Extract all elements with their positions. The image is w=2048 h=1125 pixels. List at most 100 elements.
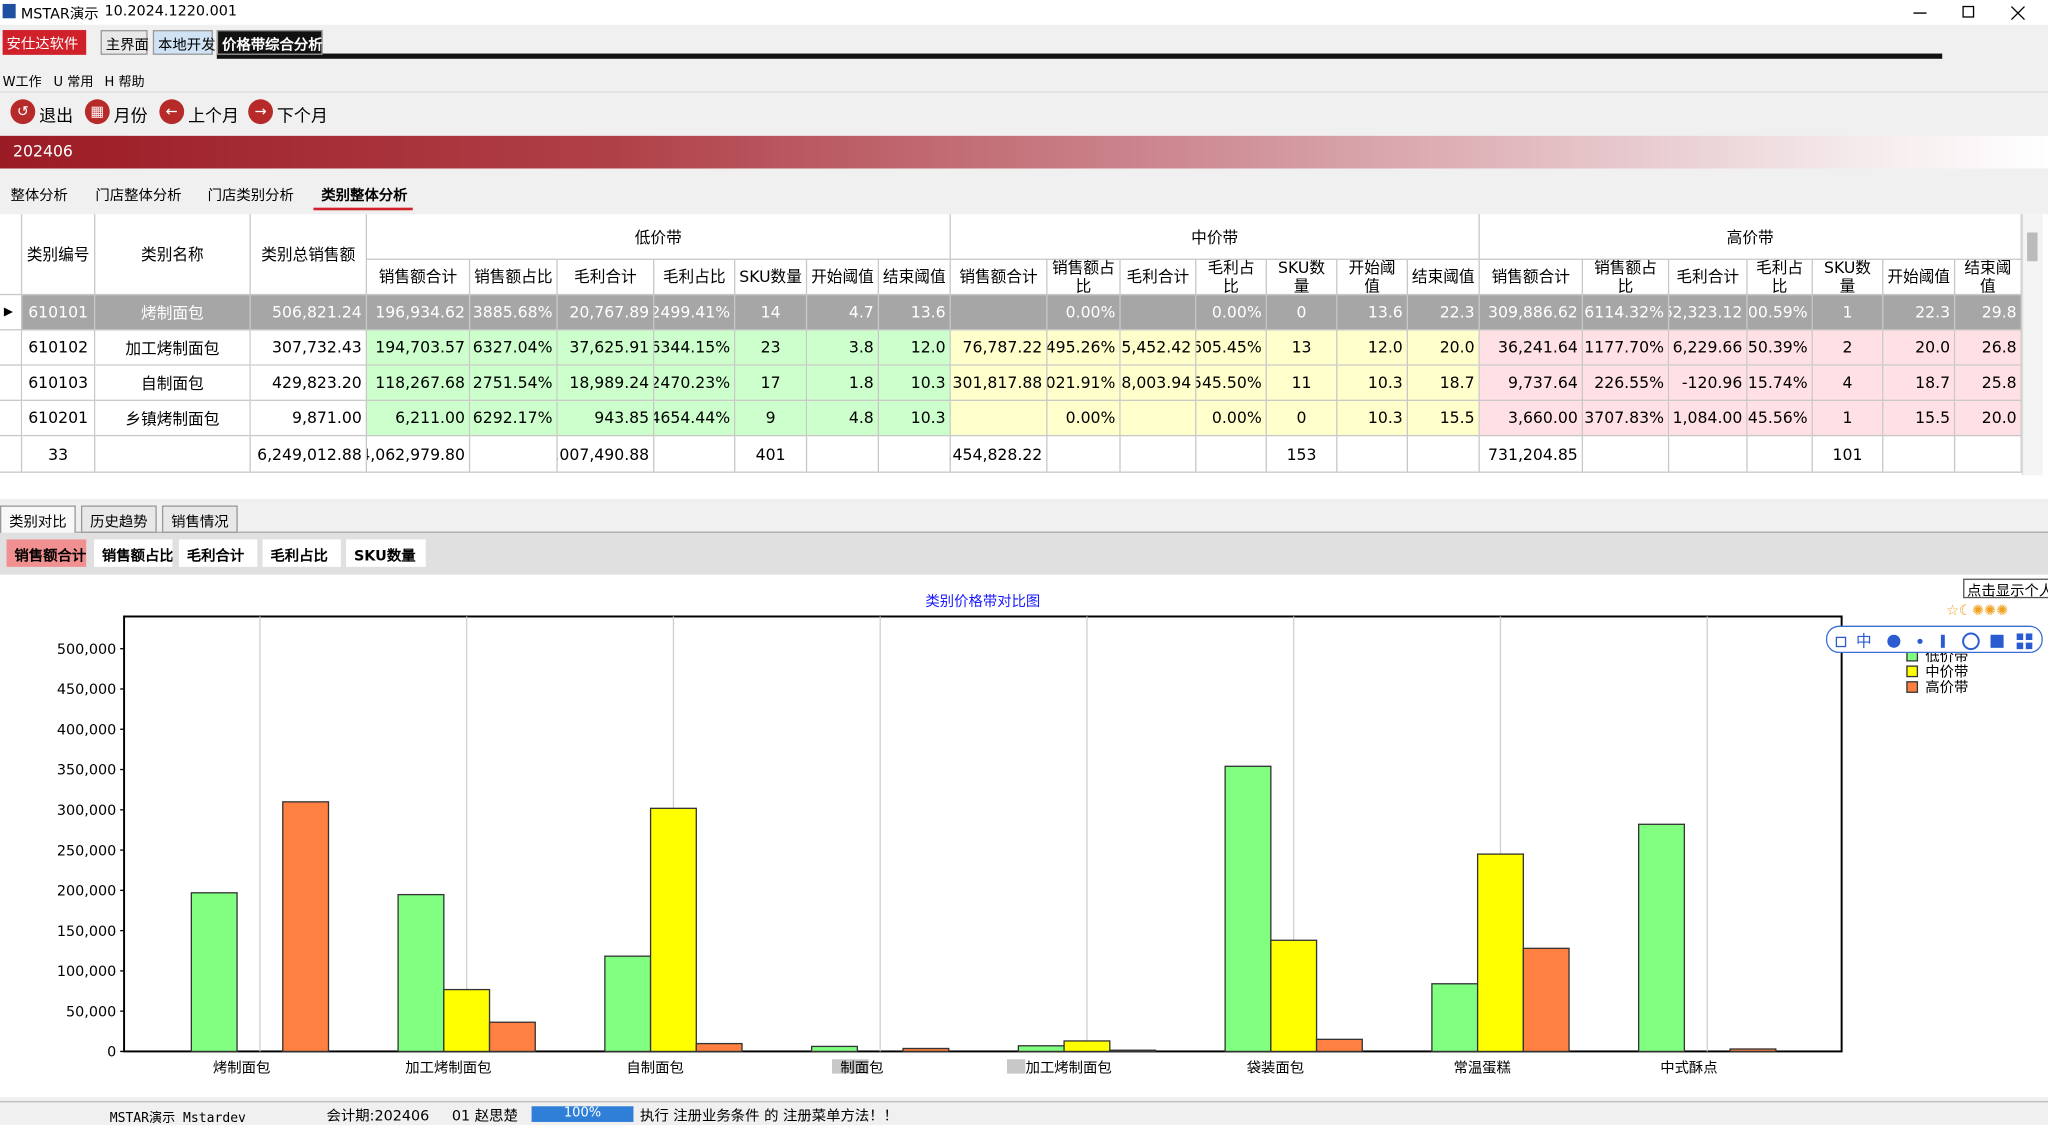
table-cell[interactable]: 4.8 bbox=[807, 400, 880, 437]
table-cell[interactable]: 26.8 bbox=[1955, 330, 2022, 366]
table-cell[interactable]: 15.5 bbox=[1883, 400, 1956, 437]
metric-button[interactable]: 毛利占比 bbox=[262, 539, 341, 567]
table-cell[interactable]: 605.45% bbox=[1196, 330, 1267, 366]
table-cell[interactable]: 610201 bbox=[22, 400, 96, 437]
table-cell[interactable]: 20.0 bbox=[1955, 400, 2022, 437]
table-cell[interactable]: 301,817.88 bbox=[950, 365, 1048, 401]
table-cell[interactable]: 506,821.24 bbox=[250, 295, 368, 331]
table-cell[interactable]: 6114.32% bbox=[1583, 295, 1670, 331]
table-cell[interactable] bbox=[950, 400, 1048, 437]
table-cell[interactable]: 18.7 bbox=[1883, 365, 1956, 401]
ime-label[interactable]: 中 bbox=[1855, 632, 1872, 651]
table-cell[interactable]: 3.8 bbox=[807, 330, 880, 366]
table-cell[interactable]: 6327.04% bbox=[470, 330, 558, 366]
table-cell[interactable]: 20,767.89 bbox=[557, 295, 655, 331]
table-cell[interactable]: 加工烤制面包 bbox=[95, 330, 251, 366]
table-cell[interactable]: 76,787.22 bbox=[950, 330, 1048, 366]
view-tab[interactable]: 历史趋势 bbox=[80, 505, 157, 533]
table-cell[interactable]: 610103 bbox=[22, 365, 96, 401]
table-cell[interactable]: 1177.70% bbox=[1583, 330, 1670, 366]
table-cell[interactable]: 14 bbox=[735, 295, 808, 331]
brand-button[interactable]: 安仕达软件 bbox=[2, 30, 87, 55]
table-cell[interactable]: 309,886.62 bbox=[1479, 295, 1584, 331]
table-cell[interactable]: 610102 bbox=[22, 330, 96, 366]
toolbar-label[interactable]: 下个月 bbox=[276, 107, 328, 127]
toolbar-icon[interactable]: ▦ bbox=[84, 99, 110, 125]
table-cell[interactable]: 36,241.64 bbox=[1479, 330, 1584, 366]
table-cell[interactable]: 500.59% bbox=[1747, 295, 1813, 331]
table-cell[interactable]: 58,003.94 bbox=[1120, 365, 1197, 401]
table-cell[interactable]: 2751.54% bbox=[470, 365, 558, 401]
table-cell[interactable]: 2495.26% bbox=[1047, 330, 1121, 366]
table-cell[interactable]: 1 bbox=[1812, 400, 1884, 437]
table-cell[interactable]: 545.50% bbox=[1196, 365, 1267, 401]
table-cell[interactable]: 050.39% bbox=[1747, 330, 1813, 366]
table-cell[interactable]: 0.00% bbox=[1196, 295, 1267, 331]
table-cell[interactable]: 23 bbox=[735, 330, 808, 366]
table-cell[interactable]: 610101 bbox=[22, 295, 96, 331]
table-cell[interactable]: 9,737.64 bbox=[1479, 365, 1584, 401]
menu-item[interactable]: U 常用 bbox=[53, 75, 94, 91]
table-cell[interactable]: 1,084.00 bbox=[1669, 400, 1748, 437]
table-cell[interactable]: 1 bbox=[1812, 295, 1884, 331]
table-cell[interactable]: 37,625.91 bbox=[557, 330, 655, 366]
table-cell[interactable]: 429,823.20 bbox=[250, 365, 368, 401]
table-cell[interactable]: 18,989.24 bbox=[557, 365, 655, 401]
table-cell[interactable]: 0 bbox=[1266, 295, 1338, 331]
toolbar-label[interactable]: 退出 bbox=[39, 107, 74, 127]
table-cell[interactable]: 15.5 bbox=[1407, 400, 1480, 437]
metric-button[interactable]: SKU数量 bbox=[346, 539, 426, 567]
menu-item[interactable]: H 帮助 bbox=[104, 75, 145, 91]
table-cell[interactable]: 10.3 bbox=[1337, 365, 1408, 401]
table-cell[interactable]: 乡镇烤制面包 bbox=[95, 400, 251, 437]
table-cell[interactable]: -15.74% bbox=[1747, 365, 1813, 401]
table-cell[interactable]: 3,660.00 bbox=[1479, 400, 1584, 437]
table-cell[interactable]: -120.96 bbox=[1669, 365, 1748, 401]
table-cell[interactable]: 1.8 bbox=[807, 365, 880, 401]
table-cell[interactable]: 20.0 bbox=[1407, 330, 1480, 366]
table-cell[interactable]: 10.3 bbox=[879, 400, 951, 437]
table-cell[interactable]: 18.7 bbox=[1407, 365, 1480, 401]
analysis-tab[interactable]: 门店类别分析 bbox=[207, 186, 294, 204]
table-cell[interactable]: 22.3 bbox=[1407, 295, 1480, 331]
table-cell[interactable]: 194,703.57 bbox=[367, 330, 471, 366]
table-cell[interactable]: 226.55% bbox=[1583, 365, 1670, 401]
table-cell[interactable]: 6,211.00 bbox=[367, 400, 471, 437]
app-tab[interactable]: 价格带综合分析 bbox=[216, 30, 323, 55]
table-cell[interactable]: 13.6 bbox=[1337, 295, 1408, 331]
table-cell[interactable]: 9 bbox=[735, 400, 808, 437]
table-cell[interactable]: 0.00% bbox=[1047, 295, 1121, 331]
table-cell[interactable]: 10.3 bbox=[879, 365, 951, 401]
toolbar-label[interactable]: 月份 bbox=[113, 107, 148, 127]
table-cell[interactable]: 25.8 bbox=[1955, 365, 2022, 401]
toolbar-label[interactable]: 上个月 bbox=[188, 107, 240, 127]
table-cell[interactable]: 943.85 bbox=[557, 400, 655, 437]
table-cell[interactable]: 22.3 bbox=[1883, 295, 1956, 331]
table-cell[interactable]: 6,229.66 bbox=[1669, 330, 1748, 366]
metric-button[interactable]: 销售额占比 bbox=[94, 539, 173, 567]
table-cell[interactable]: 4.7 bbox=[807, 295, 880, 331]
table-cell[interactable]: 118,267.68 bbox=[367, 365, 471, 401]
menu-item[interactable]: W工作 bbox=[2, 75, 42, 91]
table-cell[interactable]: 2 bbox=[1812, 330, 1884, 366]
window-controls[interactable] bbox=[1900, 3, 2037, 23]
table-cell[interactable]: 12.0 bbox=[879, 330, 951, 366]
ime-icons[interactable] bbox=[1834, 632, 2036, 651]
active-tab-underline[interactable] bbox=[313, 207, 413, 211]
analysis-tab[interactable]: 类别整体分析 bbox=[321, 186, 408, 204]
view-tab[interactable]: 销售情况 bbox=[161, 505, 238, 533]
analysis-tab[interactable]: 门店整体分析 bbox=[95, 186, 182, 204]
table-cell[interactable]: 13.6 bbox=[879, 295, 951, 331]
table-cell[interactable]: 0.00% bbox=[1196, 400, 1267, 437]
view-tab[interactable]: 类别对比 bbox=[0, 505, 76, 533]
table-cell[interactable]: 0.00% bbox=[1047, 400, 1121, 437]
toolbar-icon[interactable]: ↺ bbox=[10, 99, 36, 125]
metric-button[interactable]: 销售额合计 bbox=[6, 539, 87, 567]
table-cell[interactable]: 0 bbox=[1266, 400, 1338, 437]
analysis-tab[interactable]: 整体分析 bbox=[10, 186, 68, 204]
table-cell[interactable] bbox=[1120, 295, 1197, 331]
table-cell[interactable]: 3707.83% bbox=[1583, 400, 1670, 437]
table-cell[interactable]: 307,732.43 bbox=[250, 330, 368, 366]
toolbar-icon[interactable]: → bbox=[248, 99, 273, 125]
table-cell[interactable]: 13 bbox=[1266, 330, 1338, 366]
